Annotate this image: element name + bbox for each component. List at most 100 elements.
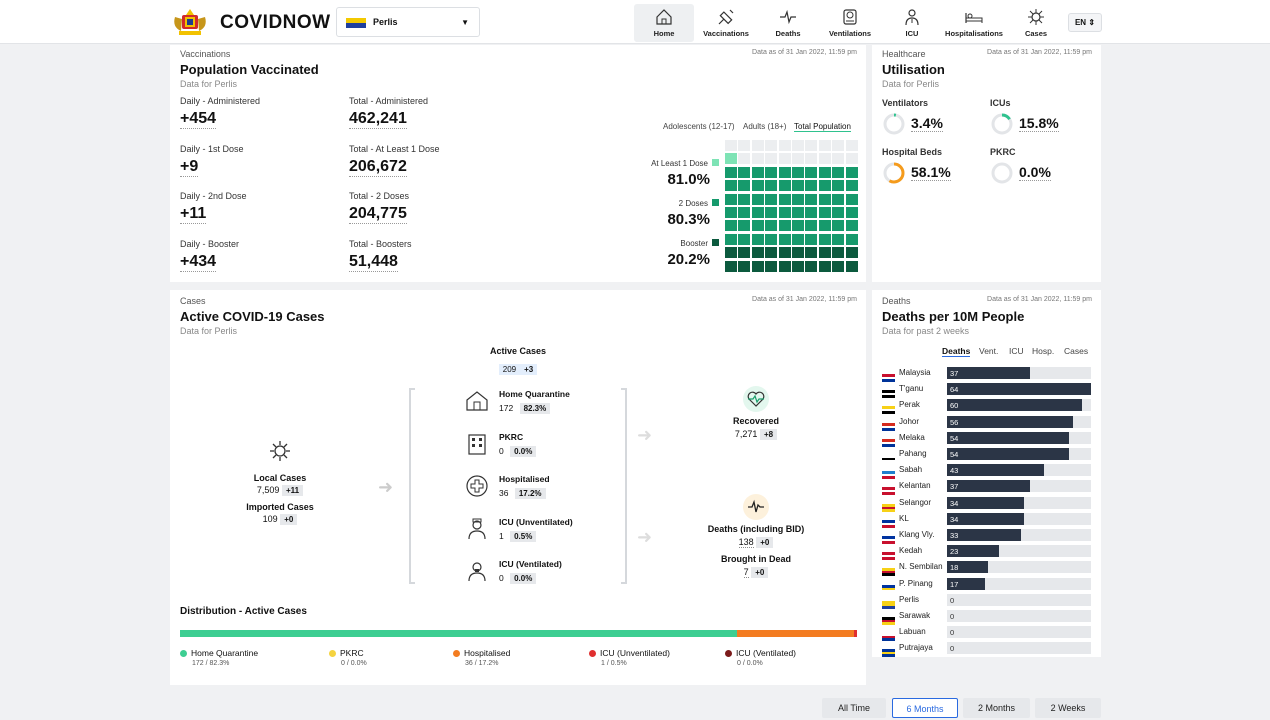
local-imported-block: Local Cases 7,509 +11 Imported Cases 109… — [230, 440, 330, 525]
legend-label: ICU (Ventilated) — [736, 648, 796, 658]
icu-icon — [905, 9, 919, 26]
population-tab-0[interactable]: Adolescents (12-17) — [663, 122, 735, 131]
deaths-metric-tab-3[interactable]: Hosp. — [1032, 346, 1055, 356]
state-select[interactable]: Perlis ▼ — [336, 7, 480, 37]
bar-fill — [947, 399, 1082, 412]
bar-value: 37 — [950, 369, 959, 378]
bar-value: 60 — [950, 401, 959, 411]
waffle-cell — [738, 220, 751, 232]
waffle-cell — [792, 166, 804, 178]
bar-value: 0 — [950, 595, 955, 605]
legend-dot — [329, 650, 336, 657]
card-subtitle: Data for past 2 weeks — [882, 326, 970, 336]
bar-track: 17 — [947, 577, 1091, 590]
deaths-bar-row: Klang Vly. 33 — [872, 529, 1092, 544]
bar-value: 56 — [950, 417, 959, 427]
nav-deaths[interactable]: Deaths — [758, 4, 818, 42]
bid-delta: +0 — [751, 567, 769, 578]
flow-count: 172 — [499, 403, 514, 413]
waffle-cell — [805, 247, 818, 259]
state-name: Kedah — [899, 546, 923, 556]
waffle-cell — [792, 207, 804, 218]
legend-label: Home Quarantine — [191, 648, 259, 658]
state-name: Perak — [899, 400, 920, 410]
state-flag-icon — [882, 385, 895, 399]
flow-percent: 0.0% — [510, 445, 537, 457]
bar-value: 37 — [950, 482, 959, 492]
nav-home[interactable]: Home — [634, 4, 694, 42]
coverage-percent: 20.2% — [667, 251, 710, 268]
bar-track: 34 — [947, 512, 1091, 525]
waffle-cell — [792, 220, 804, 232]
waffle-cell — [725, 153, 737, 165]
deaths-metric-tab-0[interactable]: Deaths — [942, 346, 971, 357]
waffle-cell — [738, 260, 751, 272]
language-select[interactable]: EN ⇕ — [1068, 13, 1102, 32]
state-flag-icon — [882, 418, 895, 431]
legend-label: PKRC — [340, 648, 364, 658]
total-stat-label: Total - At Least 1 Dose — [349, 143, 440, 154]
deaths-metric-tab-4[interactable]: Cases — [1064, 346, 1089, 356]
legend-sub: 0 / 0.0% — [737, 660, 763, 667]
bar-track: 0 — [947, 642, 1091, 655]
state-flag-icon — [882, 628, 895, 642]
waffle-cell — [845, 220, 858, 232]
nav-vaccinations[interactable]: Vaccinations — [696, 4, 756, 42]
nav-cases[interactable]: Cases — [1006, 4, 1066, 42]
building-icon — [465, 432, 489, 456]
section-label: Healthcare — [882, 49, 926, 59]
deaths-metric-tab-2[interactable]: ICU — [1009, 346, 1024, 356]
period-option-0[interactable]: All Time — [822, 698, 886, 718]
deaths-bar-row: Putrajaya 0 — [872, 642, 1092, 658]
waffle-cell — [805, 220, 818, 232]
nav-hospitalisations[interactable]: Hospitalisations — [944, 4, 1004, 42]
bar-fill — [947, 448, 1069, 460]
period-option-1[interactable]: 6 Months — [892, 698, 958, 718]
waffle-cell — [832, 140, 845, 151]
period-option-2[interactable]: 2 Months — [963, 698, 1030, 718]
waffle-cell — [778, 260, 791, 272]
flow-values: 172 82.3% — [499, 403, 551, 414]
waffle-cell — [765, 180, 778, 192]
utilisation-label: Ventilators — [882, 98, 929, 108]
bar-track: 54 — [947, 448, 1091, 460]
deaths-block: Deaths (including BID) 138 +0 Brought in… — [691, 494, 821, 578]
waffle-cell — [818, 247, 831, 259]
waffle-cell — [738, 207, 751, 218]
deaths-metric-tab-1[interactable]: Vent. — [979, 346, 999, 356]
legend-sub: 172 / 82.3% — [192, 660, 230, 667]
distribution-segment — [853, 630, 857, 637]
flow-label: Hospitalised — [499, 474, 550, 484]
nav-ventilations[interactable]: Ventilations — [820, 4, 880, 42]
waffle-cell — [751, 180, 764, 192]
state-name: Melaka — [899, 432, 925, 442]
waffle-cell — [751, 193, 764, 205]
state-flag-icon — [882, 499, 895, 512]
waffle-cell — [818, 207, 831, 218]
state-name: Putrajaya — [899, 643, 933, 653]
data-timestamp: Data as of 31 Jan 2022, 11:59 pm — [987, 296, 1092, 303]
waffle-cell — [792, 193, 804, 205]
waffle-cell — [778, 247, 791, 259]
waffle-cell — [805, 166, 818, 178]
waffle-cell — [725, 233, 737, 245]
waffle-cell — [738, 247, 751, 259]
state-flag-icon — [882, 369, 895, 382]
recovered-block: Recovered 7,271 +8 — [706, 386, 806, 440]
active-cases-label: Active Cases — [489, 346, 547, 356]
deaths-bar-row: Johor 56 — [872, 415, 1092, 431]
waffle-cell — [765, 207, 778, 218]
legend-sub: 0 / 0.0% — [341, 660, 367, 667]
state-flag-icon — [882, 596, 895, 609]
chevron-down-icon: ▼ — [461, 18, 469, 27]
card-title: Active COVID-19 Cases — [180, 309, 325, 324]
state-name: N. Sembilan — [899, 562, 943, 572]
distribution-segment — [737, 630, 854, 637]
population-tab-1[interactable]: Adults (18+) — [743, 122, 787, 131]
nav-icu[interactable]: ICU — [882, 4, 942, 42]
population-tab-2[interactable]: Total Population — [794, 122, 851, 132]
period-option-3[interactable]: 2 Weeks — [1035, 698, 1101, 718]
total-stat-label: Total - 2 Doses — [349, 191, 410, 201]
left-bracket — [409, 388, 415, 584]
deaths-delta: +0 — [756, 537, 774, 548]
